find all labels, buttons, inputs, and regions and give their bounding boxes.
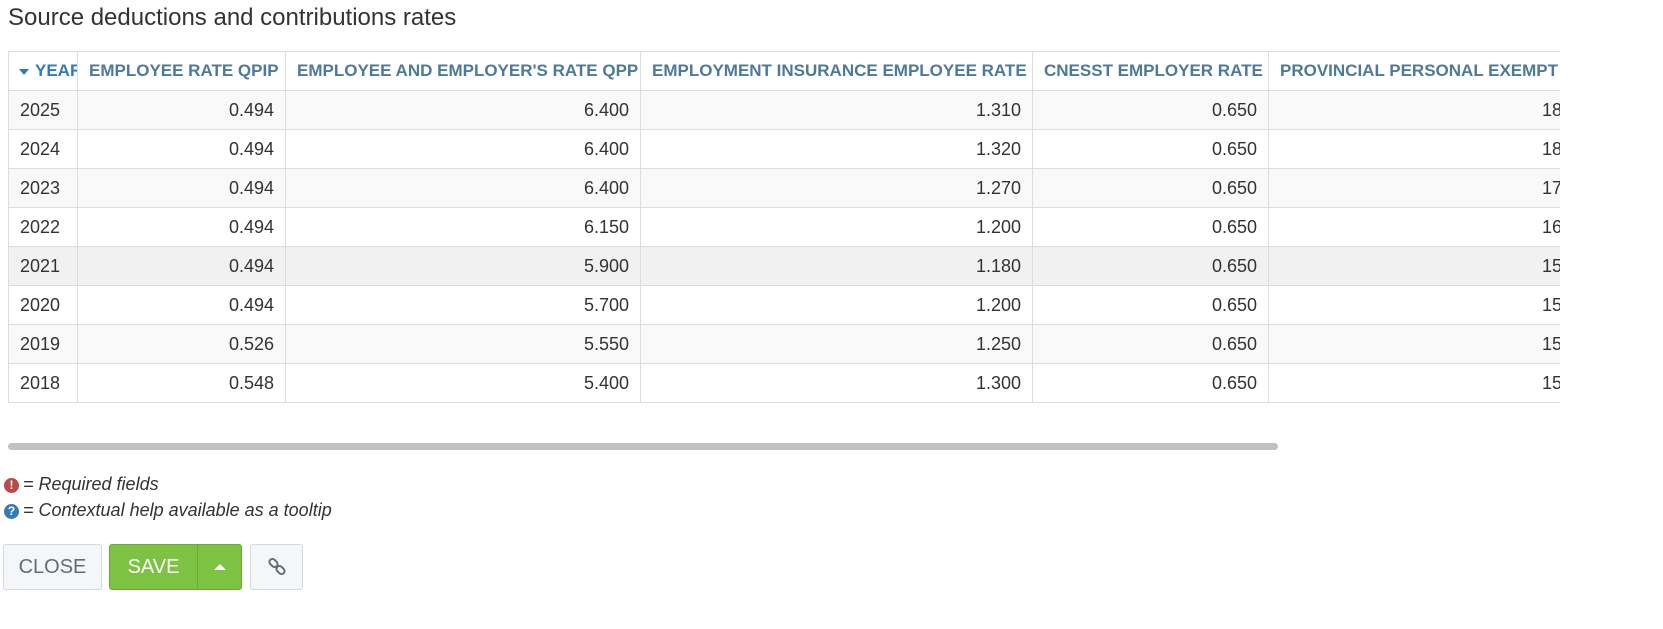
table-body: 20250.4946.4001.3100.65018,57120240.4946…: [8, 90, 1560, 403]
table-cell: 5.900: [285, 246, 641, 286]
table-cell: 2022: [8, 207, 78, 247]
header-text: PROVINCIAL PERSONAL EXEMPT: [1280, 61, 1559, 80]
table-cell: 0.650: [1032, 363, 1269, 403]
column-header[interactable]: EMPLOYEE RATE QPIP: [77, 51, 286, 91]
legend-text: = Required fields: [23, 474, 159, 494]
header-row: YEAR EMPLOYEE RATE QPIP EMPLOYEE AND EMPLO…: [8, 51, 1560, 91]
table-cell: 0.494: [77, 168, 286, 208]
header-text: EMPLOYEE AND EMPLOYER'S RATE QPP: [297, 61, 639, 80]
header-text: CNESST EMPLOYER RATE: [1044, 61, 1263, 80]
table-cell: 1.200: [640, 207, 1033, 247]
table-cell: 1.320: [640, 129, 1033, 169]
column-header[interactable]: YEAR: [8, 51, 78, 91]
table-cell: 18,571: [1268, 90, 1560, 130]
table-cell: 1.310: [640, 90, 1033, 130]
table-cell: 0.494: [77, 207, 286, 247]
table-cell: 0.494: [77, 90, 286, 130]
table-cell: 0.494: [77, 285, 286, 325]
close-button[interactable]: CLOSE: [3, 544, 102, 590]
table-cell: 15,532: [1268, 285, 1560, 325]
table-cell: 2018: [8, 363, 78, 403]
table-cell: 2019: [8, 324, 78, 364]
table-cell: 15,728: [1268, 246, 1560, 286]
caret-up: [213, 564, 226, 570]
horizontal-scrollbar[interactable]: [8, 443, 1278, 450]
table-cell: 0.650: [1032, 285, 1269, 325]
table-cell: 2020: [8, 285, 78, 325]
table-cell: 18,056: [1268, 129, 1560, 169]
sort-caret: [19, 68, 29, 75]
legend-text: = Contextual help available as a tooltip: [23, 500, 332, 520]
table-cell: 5.700: [285, 285, 641, 325]
table-cell: 2021: [8, 246, 78, 286]
table-cell: 0.650: [1032, 207, 1269, 247]
table-cell: 6.400: [285, 168, 641, 208]
table-cell: 1.180: [640, 246, 1033, 286]
table-cell: 0.650: [1032, 129, 1269, 169]
column-header[interactable]: PROVINCIAL PERSONAL EXEMPT: [1268, 51, 1560, 91]
table-cell: 2025: [8, 90, 78, 130]
table-cell: 1.250: [640, 324, 1033, 364]
help-icon: ?: [4, 504, 19, 519]
table-cell: 2023: [8, 168, 78, 208]
table-cell: 16,143: [1268, 207, 1560, 247]
page-title: Source deductions and contributions rate…: [8, 4, 457, 31]
column-header[interactable]: EMPLOYMENT INSURANCE EMPLOYEE RATE: [640, 51, 1033, 91]
header-text: EMPLOYMENT INSURANCE EMPLOYEE RATE: [652, 61, 1027, 80]
table-cell: 0.650: [1032, 90, 1269, 130]
table-cell: 6.400: [285, 129, 641, 169]
legend-required: ! = Required fields: [4, 474, 159, 495]
header-text: EMPLOYEE RATE QPIP: [89, 61, 279, 80]
table-cell: 17,183: [1268, 168, 1560, 208]
table-cell: 5.550: [285, 324, 641, 364]
legend-help: ? = Contextual help available as a toolti…: [4, 500, 332, 521]
table-cell: 0.548: [77, 363, 286, 403]
table-cell: 1.270: [640, 168, 1033, 208]
column-header[interactable]: CNESST EMPLOYER RATE: [1032, 51, 1269, 91]
table-cell: 15,012: [1268, 363, 1560, 403]
table-cell: 0.494: [77, 129, 286, 169]
table-cell: 2024: [8, 129, 78, 169]
table-cell: 0.650: [1032, 324, 1269, 364]
column-header[interactable]: EMPLOYEE AND EMPLOYER'S RATE QPP: [285, 51, 641, 91]
table-cell: 0.650: [1032, 168, 1269, 208]
required-icon: !: [4, 478, 19, 493]
rates-table: YEAR EMPLOYEE RATE QPIP EMPLOYEE AND EMPLO…: [8, 51, 1560, 403]
table-cell: 6.400: [285, 90, 641, 130]
table-cell: 5.400: [285, 363, 641, 403]
save-menu-toggle[interactable]: [197, 544, 242, 590]
table-cell: 1.200: [640, 285, 1033, 325]
header-text: YEAR: [35, 61, 77, 80]
link-button[interactable]: [250, 544, 303, 590]
table-cell: 1.300: [640, 363, 1033, 403]
table-cell: 0.494: [77, 246, 286, 286]
table-container: YEAR EMPLOYEE RATE QPIP EMPLOYEE AND EMPLO…: [8, 51, 1560, 403]
table-cell: 0.650: [1032, 246, 1269, 286]
table-cell: 0.526: [77, 324, 286, 364]
table-cell: 15,269: [1268, 324, 1560, 364]
save-button[interactable]: SAVE: [109, 544, 198, 590]
link-icon: [267, 557, 286, 576]
table-cell: 6.150: [285, 207, 641, 247]
